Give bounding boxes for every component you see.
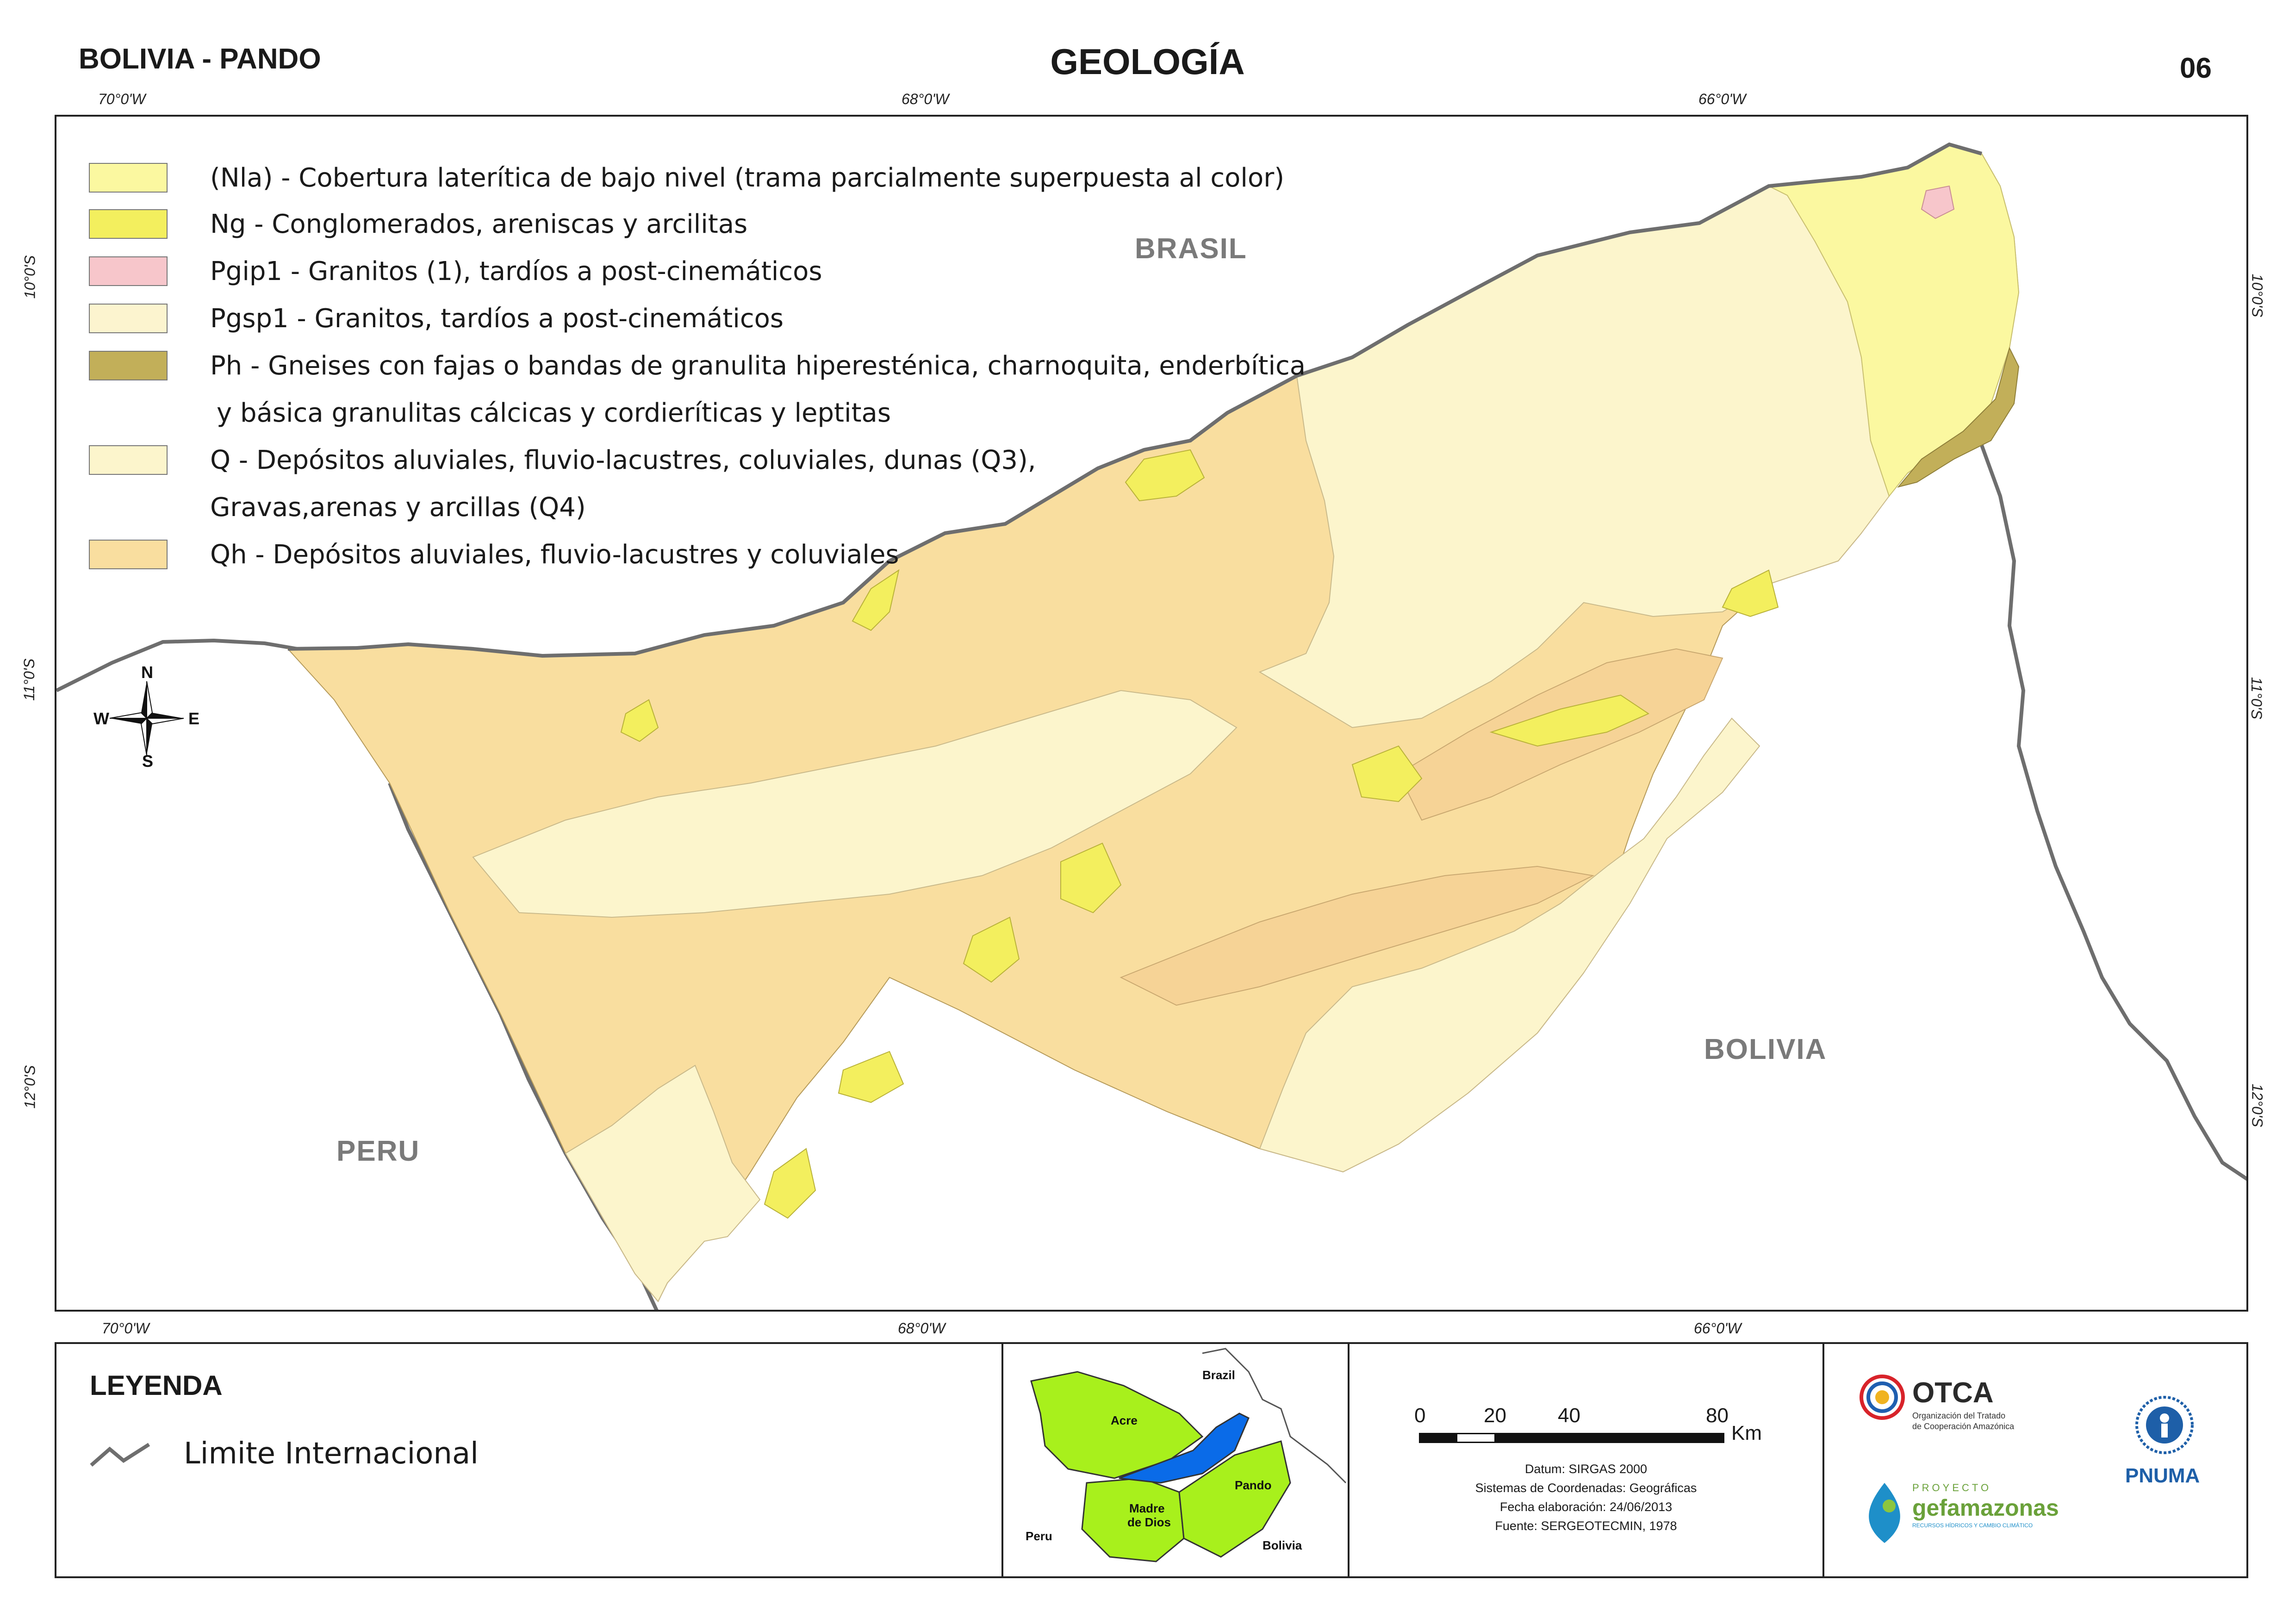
unit-ng-1 [1125,449,1205,502]
legend-q-text: Q - Depósitos aluviales, fluvio-lacustre… [210,445,1036,475]
legend-ph-text: Ph - Gneises con fajas o bandas de granu… [210,351,1306,381]
legend-ph-text-cont: y básica granulitas cálcicas y cordierít… [217,398,891,428]
compass-w: W [93,709,109,728]
compass-n: N [141,663,153,682]
swatch-ph [89,351,168,380]
coord-right-12s: 12°0'S [2249,1083,2266,1127]
unit-qh-dark-2 [1120,865,1595,1006]
swatch-ng [89,209,168,239]
meta-coords: Sistemas de Coordenadas: Geográficas [1475,1481,1697,1495]
swatch-qh [89,540,168,569]
coord-bottom-70w: 70°0'W [102,1320,149,1337]
label-brasil: BRASIL [1135,233,1247,265]
inset-label-bolivia: Bolivia [1263,1538,1302,1552]
unit-ph [1897,347,2020,488]
otca-line2: de Cooperación Amazónica [1912,1422,2015,1431]
otca-line1: Organización del Tratado [1912,1411,2006,1420]
pnuma-logo-icon [2135,1396,2194,1454]
inset-label-brazil: Brazil [1202,1368,1235,1382]
inset-map [1030,1348,1347,1562]
coord-top-70w: 70°0'W [98,91,146,107]
coord-bottom-66w: 66°0'W [1694,1320,1741,1337]
unit-ng-7 [1722,569,1779,617]
gef-subtitle: RECURSOS HÍDRICOS Y CAMBIO CLIMÁTICO [1912,1522,2033,1529]
legend-pgip1-text: Pgip1 - Granitos (1), tardíos a post-cin… [210,256,822,286]
unit-ng-9 [764,1148,816,1219]
scale-tick-40: 40 [1558,1404,1580,1427]
legend-nla-text: (Nla) - Cobertura laterítica de bajo niv… [210,163,1285,193]
legend-panel-title: LEYENDA [90,1370,223,1401]
inset-label-pando: Pando [1235,1478,1272,1492]
unit-q-band [472,690,1238,918]
inset-bolivia-dept [1178,1440,1291,1558]
unit-ng-10 [838,1051,904,1103]
unit-ng-6 [1489,694,1650,747]
unit-q-south-strip [565,1064,761,1302]
scale-bar [1419,1433,1724,1443]
unit-ng-2 [852,569,900,631]
scale-tick-0: 0 [1414,1404,1426,1427]
border-bolivia-brasil-east [1980,444,2246,1181]
swatch-nla [89,163,168,193]
meta-datum: Datum: SIRGAS 2000 [1524,1462,1648,1476]
otca-logo-icon [1860,1375,1905,1420]
coord-left-12s: 12°0'S [21,1065,38,1109]
swatch-q [89,445,168,475]
unit-ng-5 [1060,842,1122,914]
gef-proyecto: PROYECTO [1912,1482,1992,1493]
legend-q-text-cont: Gravas,arenas y arcillas (Q4) [210,492,586,523]
swatch-pgsp1 [89,304,168,333]
unit-ng-4 [1351,745,1423,803]
legend-pgsp1-text: Pgsp1 - Granitos, tardíos a post-cinemát… [210,304,784,334]
compass-rose [109,681,184,756]
compass-e: E [188,709,200,728]
scale-tick-80: 80 [1706,1404,1729,1427]
scale-tick-20: 20 [1484,1404,1506,1427]
coord-top-66w: 66°0'W [1698,91,1746,107]
gefamazonas-logo-icon [1869,1483,1900,1543]
legend-panel-item: Limite Internacional [184,1437,479,1471]
unit-ng-3 [620,699,659,742]
coord-left-10s: 10°0'S [21,255,38,299]
geology-map: (Nla) - Cobertura laterítica de bajo niv… [55,115,2248,1312]
unit-pgip1 [1921,185,1955,219]
swatch-pgip1 [89,256,168,286]
unit-q-southeast [1259,717,1760,1173]
region-title: BOLIVIA - PANDO [79,43,321,75]
coord-bottom-68w: 68°0'W [898,1320,945,1337]
label-bolivia: BOLIVIA [1704,1033,1827,1065]
gef-name: gefamazonas [1912,1495,2059,1521]
sheet-number: 06 [2180,52,2212,84]
coord-left-11s: 11°0'S [21,658,38,701]
otca-name: OTCA [1912,1377,1994,1409]
coord-top-68w: 68°0'W [902,91,949,107]
pnuma-name: PNUMA [2125,1464,2200,1487]
coord-right-10s: 10°0'S [2249,274,2266,317]
scale-panel: 0 20 40 80 Km Datum: SIRGAS 2000 Sistema… [1348,1342,1824,1578]
meta-source: Fuente: SERGEOTECMIN, 1978 [1495,1519,1677,1533]
logos-panel: OTCA Organización del Tratado de Coopera… [1822,1342,2248,1578]
inset-label-acre: Acre [1111,1413,1138,1427]
legend-panel: LEYENDA Limite Internacional [55,1342,1003,1578]
inset-panel: Brazil Acre Pando Madre de Dios Peru Bol… [1001,1342,1350,1578]
unit-ng-8 [963,916,1020,983]
legend-ng-text: Ng - Conglomerados, areniscas y arcilita… [210,209,748,239]
map-title: GEOLOGÍA [1050,41,1245,82]
compass-s: S [142,752,154,771]
map-canvas [56,142,2246,1310]
inset-label-peru: Peru [1026,1529,1052,1543]
border-line-icon [90,1443,150,1467]
legend-qh-text: Qh - Depósitos aluviales, fluvio-lacustr… [210,540,899,570]
scale-unit: Km [1731,1422,1762,1444]
inset-label-madre: Madre [1129,1501,1165,1515]
inset-label-de-dios: de Dios [1127,1515,1171,1529]
meta-date: Fecha elaboración: 24/06/2013 [1499,1500,1673,1514]
inset-pando [1119,1412,1250,1484]
label-peru: PERU [336,1135,420,1167]
coord-right-11s: 11°0'S [2248,677,2265,720]
pando-outline [287,142,1983,658]
